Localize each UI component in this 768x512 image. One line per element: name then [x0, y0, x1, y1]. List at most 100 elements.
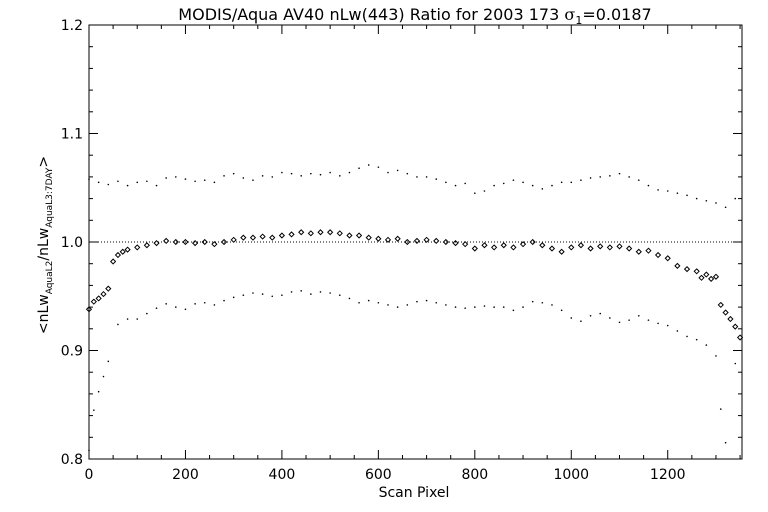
data-point	[387, 171, 389, 174]
data-point	[647, 184, 650, 187]
data-point	[474, 306, 476, 308]
data-point	[317, 229, 324, 236]
data-point	[105, 285, 112, 292]
data-point	[686, 335, 688, 338]
data-point	[203, 301, 206, 304]
data-point	[387, 304, 389, 306]
data-point	[462, 241, 469, 248]
data-point	[281, 294, 283, 296]
data-point	[425, 176, 428, 178]
data-point	[194, 303, 196, 305]
data-point	[203, 179, 206, 181]
data-point	[551, 304, 553, 306]
data-point	[522, 181, 524, 184]
data-point	[416, 176, 418, 178]
data-point	[281, 171, 283, 174]
data-point	[336, 230, 343, 237]
data-point	[493, 184, 495, 187]
data-point	[327, 229, 334, 236]
data-point	[261, 175, 264, 177]
data-point	[117, 323, 119, 326]
data-point	[618, 321, 621, 324]
data-point	[119, 248, 126, 255]
y-tick-label: 1.0	[61, 235, 83, 251]
data-point	[355, 232, 363, 239]
data-point	[394, 235, 401, 242]
data-point	[136, 318, 139, 320]
data-point	[474, 192, 476, 194]
data-point	[191, 239, 199, 247]
data-point	[261, 293, 264, 295]
data-point	[483, 190, 486, 192]
data-point	[491, 244, 498, 251]
data-point	[732, 323, 739, 330]
data-point	[464, 182, 466, 185]
data-point	[464, 307, 466, 309]
data-point	[278, 232, 286, 239]
data-point	[126, 318, 129, 320]
data-point	[194, 180, 196, 183]
data-point	[433, 237, 440, 245]
data-point	[117, 180, 119, 183]
data-point	[481, 242, 488, 249]
data-point	[686, 194, 688, 197]
data-point	[155, 307, 158, 309]
data-point	[541, 301, 544, 304]
data-point	[290, 291, 293, 293]
data-point	[269, 234, 276, 241]
data-point	[114, 251, 122, 259]
data-point	[493, 306, 495, 308]
data-point	[365, 234, 372, 241]
data-point	[666, 190, 669, 192]
data-point	[338, 294, 341, 296]
data-point	[165, 303, 167, 305]
data-point	[635, 248, 642, 255]
data-point	[452, 239, 459, 247]
data-point	[705, 199, 708, 202]
data-point	[319, 291, 322, 293]
x-tick-label: 0	[85, 467, 94, 483]
data-point	[512, 179, 515, 181]
y-axis-label: <nLwAquaL2/nLwAquaL3:7DAY>	[36, 156, 55, 334]
data-point	[163, 237, 170, 245]
data-point	[454, 306, 457, 308]
data-point	[406, 304, 409, 306]
data-point	[404, 238, 411, 246]
data-point	[560, 181, 563, 184]
data-point	[715, 202, 717, 204]
x-tick-label: 800	[461, 467, 488, 483]
data-point	[454, 184, 457, 187]
data-point	[223, 299, 225, 302]
data-point	[232, 296, 235, 299]
data-point	[558, 248, 565, 255]
data-point	[577, 242, 585, 249]
data-point	[107, 183, 110, 186]
data-point	[664, 255, 671, 262]
data-point	[211, 241, 218, 248]
data-point	[338, 175, 341, 177]
data-point	[674, 262, 681, 269]
data-point	[654, 251, 662, 259]
data-point	[396, 169, 399, 172]
data-point	[708, 275, 715, 282]
data-point	[259, 233, 266, 240]
data-point	[367, 299, 370, 302]
data-point	[146, 312, 148, 315]
data-point	[175, 176, 177, 178]
data-point	[126, 184, 129, 187]
data-point	[310, 172, 312, 175]
data-point	[483, 305, 486, 307]
data-point	[609, 317, 611, 319]
data-point	[367, 164, 370, 166]
data-point	[734, 362, 737, 365]
upper-bound-series	[88, 164, 737, 209]
data-point	[184, 178, 187, 180]
data-point	[252, 292, 254, 294]
data-point	[146, 180, 148, 183]
data-point	[580, 179, 582, 181]
data-point	[734, 197, 737, 200]
data-point	[695, 338, 698, 341]
data-point	[348, 171, 351, 174]
